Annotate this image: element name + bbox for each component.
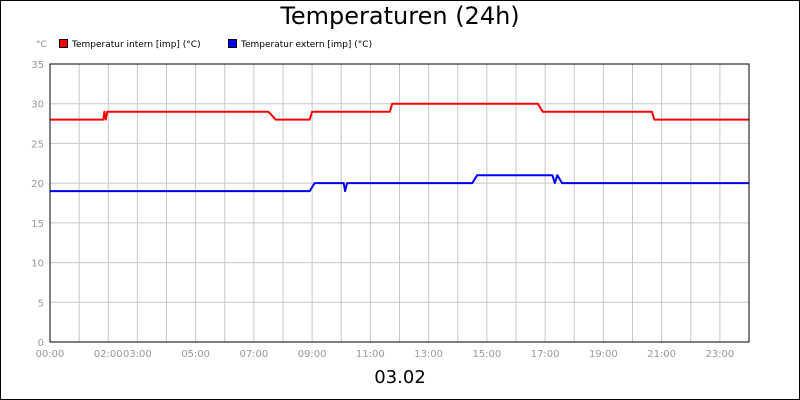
x-tick-label: 09:00 — [298, 349, 327, 360]
date-label: 03.02 — [374, 367, 426, 388]
x-tick-label: 00:00 — [36, 349, 65, 360]
legend-label-intern: Temperatur intern [imp] (°C) — [72, 40, 201, 50]
x-tick-label: 17:00 — [531, 349, 560, 360]
x-tick-label: 11:00 — [356, 349, 385, 360]
chart-title: Temperaturen (24h) — [280, 2, 520, 30]
x-tick-label: 03:00 — [123, 349, 152, 360]
y-tick-label: 10 — [31, 259, 44, 270]
x-tick-label: 13:00 — [414, 349, 443, 360]
y-tick-label: 30 — [31, 100, 44, 111]
x-tick-label: 23:00 — [705, 349, 734, 360]
plot-border — [49, 63, 750, 343]
x-tick-label: 05:00 — [181, 349, 210, 360]
y-axis-unit: °C — [36, 40, 47, 50]
y-tick-label: 20 — [31, 179, 44, 190]
y-tick-label: 35 — [31, 60, 44, 71]
y-tick-label: 25 — [31, 139, 44, 150]
x-tick-label: 15:00 — [472, 349, 501, 360]
y-tick-label: 5 — [38, 298, 44, 309]
legend-swatch-extern — [228, 39, 237, 48]
legend-swatch-intern — [59, 39, 68, 48]
x-tick-label: 21:00 — [647, 349, 676, 360]
legend-item-intern: Temperatur intern [imp] (°C) — [59, 39, 201, 50]
x-tick-label: 02:00 — [94, 349, 123, 360]
x-tick-label: 19:00 — [589, 349, 618, 360]
y-tick-label: 15 — [31, 219, 44, 230]
legend-item-extern: Temperatur extern [imp] (°C) — [228, 39, 372, 50]
legend-label-extern: Temperatur extern [imp] (°C) — [241, 40, 373, 50]
series-line-extern — [50, 174, 749, 193]
y-tick-label: 0 — [38, 338, 44, 349]
x-tick-label: 07:00 — [239, 349, 268, 360]
series-line-intern — [50, 102, 749, 121]
